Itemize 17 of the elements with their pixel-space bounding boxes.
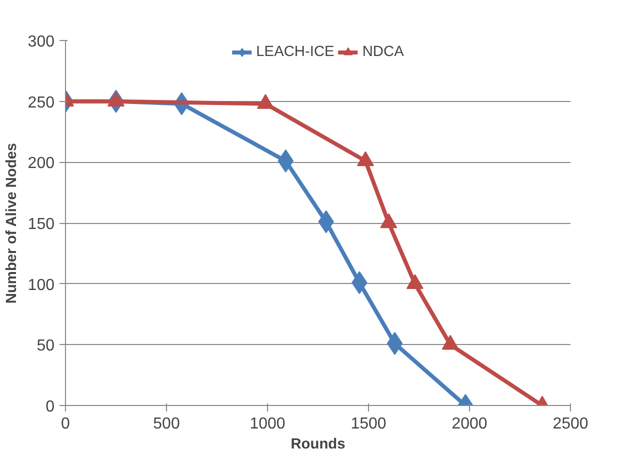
y-tick-label: 0 (46, 398, 55, 416)
x-tick-label: 1500 (350, 416, 386, 432)
y-axis-title: Number of Alive Nodes (4, 142, 20, 304)
y-tick-label: 100 (28, 276, 55, 294)
x-tick-label: 1000 (250, 416, 286, 432)
x-axis-title: Rounds (290, 436, 346, 452)
x-tick-label: 2000 (452, 416, 488, 432)
y-tick-label: 150 (28, 216, 55, 233)
y-tick-label: 50 (36, 338, 55, 355)
y-tick-label: 300 (28, 34, 55, 50)
y-tick-label: 200 (28, 155, 55, 172)
legend-label: NDCA (362, 44, 404, 60)
x-tick-label: 2500 (552, 416, 588, 432)
legend-label: LEACH-ICE (256, 44, 334, 60)
x-tick-label: 0 (61, 416, 70, 432)
x-tick-label: 500 (153, 416, 180, 432)
y-tick-label: 250 (28, 94, 55, 112)
